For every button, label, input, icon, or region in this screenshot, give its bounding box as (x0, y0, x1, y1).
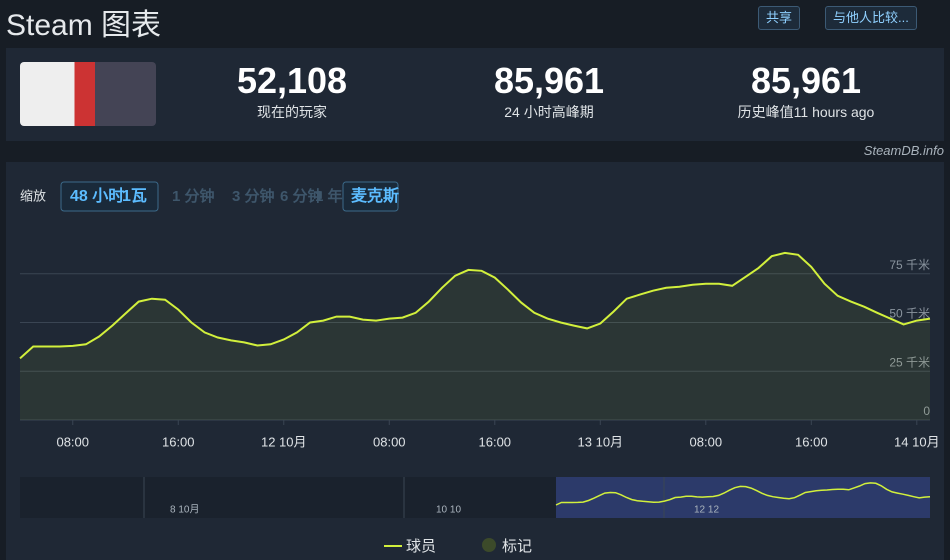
stats-panel: 52,108 现在的玩家 85,961 24 小时高峰期 85,961 历史峰值11 … (6, 48, 944, 141)
navigator-label: 8 10月 (170, 504, 199, 516)
zoom-option[interactable]: 麦克斯 (351, 186, 399, 205)
source: SteamDB.info (863, 143, 944, 158)
share-button[interactable]: 共享 (758, 6, 801, 30)
zoom-option[interactable]: 1 分钟 (172, 187, 215, 205)
zoom-option[interactable]: 48 小时 (70, 187, 124, 205)
y-tick-label: 75 千米 (889, 258, 930, 272)
legend-marker (482, 538, 496, 552)
y-tick-label: 50 千米 (889, 307, 930, 321)
compare-button[interactable]: 与他人比较... (825, 6, 917, 30)
x-tick-label: 16:00 (795, 434, 828, 449)
x-tick-label: 13 10月 (578, 434, 624, 449)
x-tick-label: 12 10月 (261, 434, 307, 449)
navigator-line (555, 482, 931, 506)
x-tick-label: 08:00 (690, 434, 723, 449)
x-tick-label: 16:00 (479, 434, 512, 449)
stat: 85,961 历史峰值11 hours ago (706, 60, 906, 122)
zoom-option[interactable]: 1瓦 (122, 187, 147, 205)
stat-value: 85,961 (750, 60, 862, 101)
zoom-option[interactable]: 1 年 (315, 187, 343, 205)
button-label: 与他人比较... (833, 10, 909, 25)
stat: 52,108 现在的玩家 (192, 60, 392, 122)
zoom-box (60, 181, 159, 212)
stat-value: 85,961 (493, 60, 605, 101)
x-tick-label: 08:00 (373, 434, 406, 449)
zoom-option[interactable]: 3 分钟 (232, 187, 275, 205)
navigator-label: 10 10 (436, 505, 461, 516)
stat-label: 历史峰值11 hours ago (737, 104, 875, 120)
line (19, 251, 931, 360)
y-tick-label: 0 (923, 404, 930, 418)
stat-label: 现在的玩家 (257, 104, 327, 120)
x-tick-label: 08:00 (56, 434, 89, 449)
legend-label[interactable]: 标记 (502, 538, 532, 555)
game-cover (20, 62, 156, 126)
legend-label[interactable]: 球员 (406, 538, 436, 555)
y-tick-label: 25 千米 (889, 355, 930, 369)
x-tick-label: 14 10月 (894, 434, 940, 449)
zoom-label: 缩放 (20, 188, 46, 203)
button-label: 共享 (766, 10, 793, 25)
stat-label: 24 小时高峰期 (504, 104, 594, 120)
stat-value: 52,108 (236, 60, 348, 101)
stat: 85,961 24 小时高峰期 (449, 60, 649, 122)
zoom-option[interactable]: 6 分钟 (280, 187, 323, 205)
page-title: Steam 图表 (6, 9, 162, 42)
area (20, 252, 930, 420)
x-tick-label: 16:00 (162, 434, 195, 449)
zoom-box (342, 181, 399, 212)
navigator-label: 12 12 (694, 505, 719, 516)
